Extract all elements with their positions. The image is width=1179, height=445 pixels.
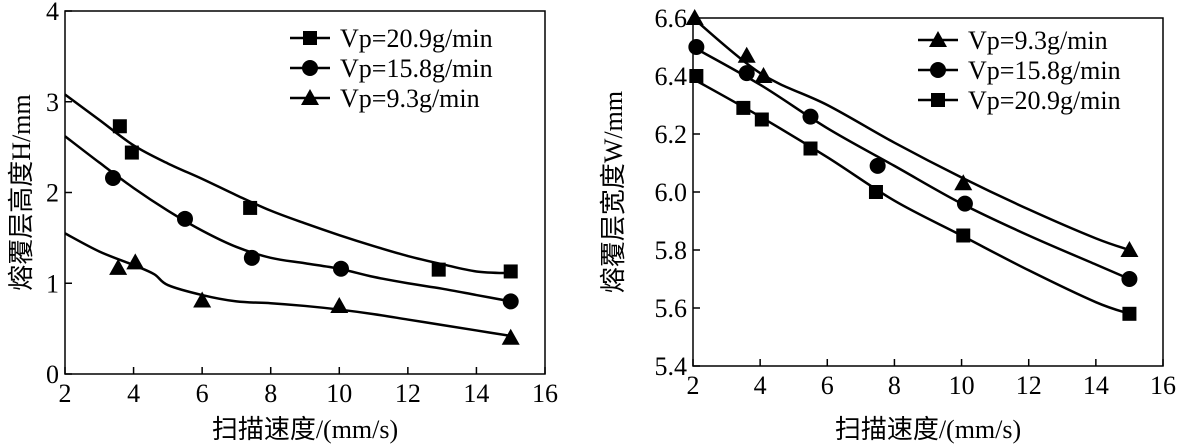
x-tick-label: 16 <box>532 379 558 408</box>
y-tick-label: 5.8 <box>655 236 688 265</box>
x-tick-label: 6 <box>196 379 209 408</box>
y-axis-label: 熔覆层宽度W/mm <box>599 91 628 293</box>
y-tick-label: 6.0 <box>655 178 688 207</box>
x-tick-label: 8 <box>264 379 277 408</box>
y-tick-label: 2 <box>46 179 59 208</box>
legend-label: Vp=15.8g/min <box>340 54 493 83</box>
data-point <box>1121 271 1138 287</box>
data-point <box>868 185 883 199</box>
x-tick-label: 14 <box>1083 371 1109 400</box>
data-point <box>685 9 704 25</box>
series-line <box>64 232 511 338</box>
data-point <box>803 141 818 156</box>
y-axis-label: 熔覆层高度H/mm <box>7 94 36 290</box>
data-point <box>802 108 819 125</box>
data-point <box>688 39 705 55</box>
data-point <box>243 249 260 266</box>
y-tick-label: 1 <box>46 269 59 298</box>
legend-marker <box>301 89 319 105</box>
series-line <box>64 135 511 303</box>
x-tick-label: 2 <box>59 379 72 408</box>
legend-marker <box>931 93 945 107</box>
x-tick-label: 2 <box>687 371 700 400</box>
x-tick-label: 12 <box>395 379 421 408</box>
y-tick-label: 6.4 <box>655 62 688 91</box>
x-tick-label: 4 <box>754 371 767 400</box>
width-chart: 2 4 6 8 10 12 14 16 5.4 5.6 5.8 6.0 6.2 6.4 6.6 扫描速度/(m… <box>599 4 1176 444</box>
data-point <box>956 195 973 212</box>
legend-label: Vp=9.3g/min <box>340 84 480 113</box>
y-tick-label: 6.6 <box>655 4 688 33</box>
data-point <box>754 112 769 127</box>
x-axis-label: 扫描速度/(mm/s) <box>212 415 398 444</box>
y-tick-label: 5.6 <box>655 294 688 323</box>
data-point <box>330 296 349 313</box>
series-line <box>692 45 1130 281</box>
x-tick-label: 16 <box>1150 371 1176 400</box>
x-axis-label: 扫描速度/(mm/s) <box>835 415 1021 444</box>
x-tick-label: 10 <box>326 379 352 408</box>
x-tick-label: 8 <box>888 371 901 400</box>
legend-label: Vp=15.8g/min <box>968 56 1121 85</box>
data-point <box>956 228 971 243</box>
x-tick-label: 14 <box>463 379 489 408</box>
series-line <box>64 93 511 275</box>
height-chart: 2 4 6 8 10 12 14 1601234扫描速度/(mm/s)熔覆层高度H/mmVp=… <box>7 0 558 444</box>
data-point <box>954 174 973 191</box>
data-point <box>124 145 139 160</box>
y-tick-label: 0 <box>46 360 59 389</box>
data-point <box>503 264 518 279</box>
data-point <box>689 69 704 83</box>
legend-label: Vp=20.9g/min <box>340 24 493 53</box>
legend-label: Vp=9.3g/min <box>968 26 1108 55</box>
data-point <box>112 119 127 134</box>
data-point <box>177 210 193 227</box>
data-point <box>193 291 212 308</box>
x-tick-label: 10 <box>949 371 975 400</box>
data-point <box>1122 306 1137 321</box>
x-tick-label: 6 <box>821 371 834 400</box>
legend-marker <box>302 60 318 76</box>
data-point <box>869 157 886 174</box>
y-tick-label: 5.4 <box>655 352 688 381</box>
data-point <box>333 260 349 277</box>
y-tick-label: 6.2 <box>655 120 688 149</box>
y-tick-label: 3 <box>46 88 59 117</box>
data-point <box>738 65 755 82</box>
data-point <box>109 258 128 275</box>
y-tick-label: 4 <box>46 0 59 26</box>
legend-marker <box>930 62 946 78</box>
data-point <box>431 262 446 277</box>
data-point <box>126 253 145 270</box>
data-point <box>754 67 773 83</box>
data-point <box>1120 241 1139 257</box>
x-tick-label: 12 <box>1016 371 1042 400</box>
legend-marker <box>929 31 947 47</box>
x-tick-label: 4 <box>127 379 140 408</box>
data-point <box>501 328 520 345</box>
data-point <box>736 100 751 115</box>
legend-label: Vp=20.9g/min <box>968 86 1121 115</box>
data-point <box>105 169 121 186</box>
data-point <box>737 46 756 63</box>
data-point <box>502 293 519 310</box>
legend-marker <box>303 31 317 45</box>
data-point <box>243 200 258 215</box>
